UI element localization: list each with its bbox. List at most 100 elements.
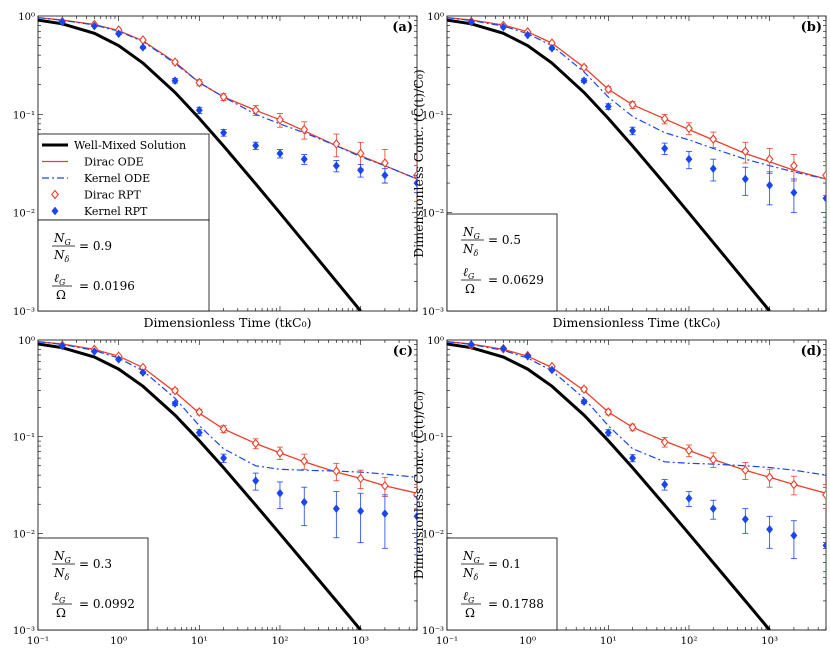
- kernel-rpt-marker: [822, 541, 826, 550]
- data-layer: [447, 16, 826, 311]
- nd-subscript: δ: [474, 249, 479, 258]
- y-tick-label: 10⁻¹: [422, 433, 444, 444]
- dirac-rpt-marker: [628, 422, 637, 433]
- dirac-rpt-marker: [709, 134, 718, 144]
- kernel-rpt-marker: [629, 126, 637, 136]
- kernel-rpt-marker: [766, 180, 774, 190]
- parameter-box-frame: [446, 213, 558, 312]
- lg-denominator: Ω: [465, 606, 475, 620]
- y-axis-label: Dimensionless Conc. (C̄(t)/C₀): [411, 391, 426, 579]
- dirac-rpt-marker: [709, 454, 718, 465]
- kernel-rpt-marker: [709, 164, 717, 174]
- dirac-rpt-marker: [251, 105, 260, 116]
- y-tick-label: 10⁻¹: [13, 110, 35, 121]
- kernel-rpt-marker: [467, 17, 475, 27]
- dirac-rpt-marker: [171, 385, 179, 396]
- parameter-box-frame: [37, 537, 149, 631]
- well-mixed-line: [38, 18, 362, 311]
- kernel-rpt-marker: [499, 22, 507, 32]
- dirac-rpt-marker: [685, 123, 693, 134]
- x-axis-label: Dimensionless Time (tkC₀): [553, 315, 721, 330]
- kernel-rpt-marker: [252, 476, 260, 486]
- dirac-rpt-marker: [332, 139, 341, 149]
- kernel-rpt-marker: [604, 428, 612, 438]
- kernel-rpt-marker: [499, 343, 507, 353]
- panel-label: (b): [801, 20, 822, 35]
- legend-label: Kernel RPT: [84, 205, 148, 218]
- dirac-rpt-marker: [356, 473, 365, 484]
- kernel-rpt-marker: [90, 21, 98, 31]
- ng-ratio-value: = 0.9: [79, 239, 112, 253]
- kernel-rpt-marker: [300, 497, 308, 507]
- dirac-rpt-marker: [300, 456, 309, 466]
- kernel-rpt-marker: [115, 29, 123, 39]
- x-tick-label: 10³: [761, 636, 778, 647]
- kernel-rpt-marker: [58, 341, 66, 351]
- kernel-rpt-marker: [300, 154, 308, 164]
- y-tick-label: 10⁻²: [422, 529, 444, 540]
- dirac-rpt-marker: [380, 158, 389, 168]
- panel-label: (a): [392, 20, 413, 35]
- ng-subscript: G: [474, 556, 481, 565]
- lg-ratio-value: = 0.0629: [488, 273, 544, 287]
- lg-denominator: Ω: [465, 282, 475, 296]
- dirac-rpt-marker: [380, 480, 389, 491]
- kernel-rpt-marker: [467, 340, 475, 349]
- y-tick-label: 10⁻³: [13, 626, 35, 637]
- kernel-rpt-marker: [381, 170, 389, 180]
- dirac-rpt-marker: [276, 447, 284, 458]
- kernel-rpt-marker: [766, 524, 774, 534]
- legend: Well-Mixed Solution Dirac ODE Kernel ODE Di…: [37, 133, 210, 221]
- dirac-rpt-marker: [219, 424, 228, 434]
- x-tick-label: 10⁰: [519, 636, 536, 647]
- dirac-rpt-marker: [789, 479, 798, 490]
- kernel-rpt-marker: [661, 480, 669, 489]
- kernel-rpt-marker: [90, 347, 98, 356]
- x-tick-label: 10³: [352, 636, 369, 647]
- ng-subscript: G: [474, 232, 481, 241]
- well-mixed-line: [447, 18, 771, 311]
- kernel-rpt-marker: [381, 509, 389, 519]
- kernel-rpt-marker: [709, 504, 717, 514]
- kernel-rpt-marker: [741, 174, 749, 184]
- dirac-rpt-marker: [276, 114, 284, 125]
- dirac-rpt-marker: [219, 92, 228, 102]
- dirac-rpt-marker: [604, 84, 613, 95]
- dirac-rpt-marker: [685, 445, 693, 456]
- y-tick-label: 10⁰: [18, 336, 35, 347]
- lg-subscript: G: [59, 596, 66, 605]
- kernel-rpt-marker: [276, 149, 284, 158]
- ng-subscript: G: [65, 238, 72, 247]
- lg-denominator: Ω: [56, 606, 66, 620]
- y-tick-label: 10⁻¹: [13, 433, 35, 444]
- legend-box: [37, 133, 210, 221]
- data-layer: [447, 340, 826, 630]
- ng-ratio-value: = 0.1: [488, 557, 521, 571]
- ng-ratio-value: = 0.5: [488, 233, 521, 247]
- kernel-rpt-marker: [220, 128, 228, 138]
- kernel-rpt-marker: [685, 493, 693, 503]
- dirac-rpt-marker: [628, 99, 637, 110]
- lg-ratio-value: = 0.0196: [79, 279, 135, 293]
- lg-subscript: G: [468, 272, 475, 281]
- kernel-rpt-marker: [220, 453, 228, 463]
- kernel-rpt-marker: [661, 144, 669, 153]
- kernel-rpt-marker: [171, 76, 179, 86]
- kernel-ode-line: [38, 341, 417, 478]
- dirac-rpt-marker: [660, 437, 669, 447]
- plots: 10⁰ 10⁻¹ 10⁻² 10⁻³ Dimensionless Time (tkC₀)…: [13, 12, 827, 647]
- legend-label: Kernel ODE: [84, 172, 150, 185]
- kernel-rpt-marker: [195, 105, 203, 115]
- y-tick-label: 10⁻²: [13, 529, 35, 540]
- lg-subscript: G: [59, 278, 66, 287]
- dirac-rpt-marker: [195, 407, 204, 417]
- dirac-rpt-marker: [580, 62, 588, 73]
- kernel-rpt-marker: [629, 453, 637, 463]
- kernel-rpt-marker: [276, 488, 284, 498]
- lg-ratio-value: = 0.0992: [79, 597, 135, 611]
